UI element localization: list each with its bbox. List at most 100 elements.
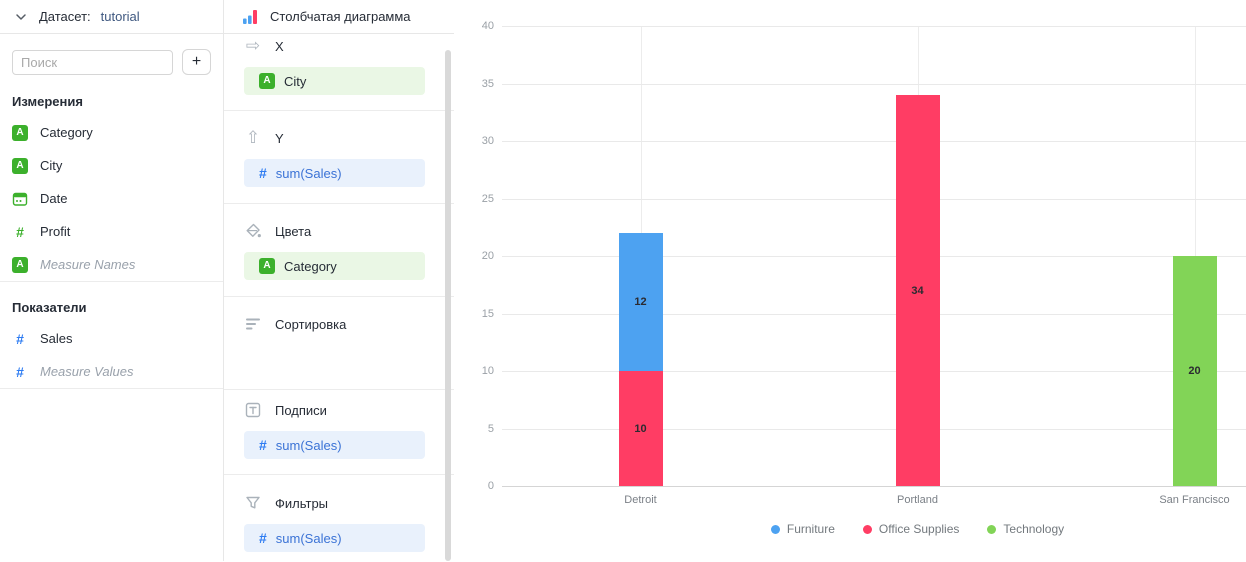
dimensions-title: Измерения — [12, 91, 211, 111]
section-filters: Фильтры # sum(Sales) — [224, 475, 454, 562]
y-axis-icon: ⇧ — [244, 129, 262, 147]
string-type-icon: A — [259, 258, 275, 274]
dataset-panel: Датасет: tutorial + Измерения A Category… — [0, 0, 224, 561]
number-type-icon: # — [259, 437, 267, 453]
section-label: Y — [275, 131, 284, 146]
gridline-horizontal — [502, 371, 1246, 372]
string-field-icon: A — [12, 125, 28, 141]
number-type-icon: # — [259, 165, 267, 181]
field-label: Sales — [40, 331, 73, 346]
y-axis-tick-label: 0 — [454, 480, 494, 492]
dataset-label: Датасет: — [39, 9, 91, 24]
dataset-name-link[interactable]: tutorial — [101, 9, 140, 24]
pill-label: City — [284, 74, 306, 89]
field-row-sales[interactable]: # Sales — [12, 322, 211, 355]
scrollbar[interactable] — [445, 50, 451, 561]
sort-icon — [244, 315, 262, 333]
dataset-panel-body: + Измерения A Category A City Date — [0, 34, 223, 389]
section-sorting: Сортировка — [224, 297, 454, 390]
section-y: ⇧ Y # sum(Sales) — [224, 111, 454, 204]
filter-funnel-icon — [244, 494, 262, 512]
legend-label: Technology — [1003, 522, 1064, 536]
section-label: Сортировка — [275, 317, 346, 332]
column-chart-icon — [242, 9, 258, 25]
field-label: Category — [40, 125, 93, 140]
x-axis-category-label: Portland — [838, 494, 998, 506]
pill-label: sum(Sales) — [276, 531, 342, 546]
legend-dot-icon — [987, 525, 996, 534]
gridline-horizontal — [502, 26, 1246, 27]
chevron-down-icon[interactable] — [13, 9, 29, 25]
y-axis-tick-label: 35 — [454, 78, 494, 90]
field-search-input[interactable] — [12, 50, 173, 75]
field-row-category[interactable]: A Category — [12, 116, 211, 149]
string-field-icon: A — [12, 257, 28, 273]
gridline-horizontal — [502, 256, 1246, 257]
bar-value-label: 34 — [896, 285, 940, 297]
dataset-header: Датасет: tutorial — [0, 0, 223, 34]
bar-value-label: 20 — [1173, 365, 1217, 377]
legend-item[interactable]: Furniture — [771, 522, 835, 536]
x-axis-category-label: San Francisco — [1115, 494, 1246, 506]
section-x: ⇨ X A City — [224, 34, 454, 111]
number-field-icon: # — [12, 331, 28, 347]
chart-config-panel: Столбчатая диаграмма ⇨ X A City ⇧ Y # su… — [224, 0, 454, 561]
legend-label: Office Supplies — [879, 522, 960, 536]
y-axis-tick-label: 5 — [454, 423, 494, 435]
gridline-horizontal — [502, 84, 1246, 85]
date-field-icon — [12, 191, 28, 207]
chart-type-label: Столбчатая диаграмма — [270, 9, 411, 24]
pill-label: sum(Sales) — [276, 438, 342, 453]
field-row-measure-values[interactable]: # Measure Values — [12, 355, 211, 388]
string-field-icon: A — [12, 158, 28, 174]
field-label: Profit — [40, 224, 70, 239]
y-axis-tick-label: 30 — [454, 135, 494, 147]
pill-label: sum(Sales) — [276, 166, 342, 181]
dimensions-list: A Category A City Date # Profit — [12, 116, 211, 281]
field-row-date[interactable]: Date — [12, 182, 211, 215]
legend-item[interactable]: Technology — [987, 522, 1064, 536]
number-field-icon: # — [12, 224, 28, 240]
legend-dot-icon — [771, 525, 780, 534]
y-axis-tick-label: 25 — [454, 193, 494, 205]
legend-item[interactable]: Office Supplies — [863, 522, 960, 536]
section-label: X — [275, 39, 284, 54]
section-colors: Цвета A Category — [224, 204, 454, 297]
y-axis-tick-label: 20 — [454, 250, 494, 262]
gridline-horizontal — [502, 429, 1246, 430]
add-field-button[interactable]: + — [182, 49, 211, 75]
measures-title: Показатели — [12, 297, 211, 317]
section-label: Фильтры — [275, 496, 328, 511]
section-labels: Подписи # sum(Sales) — [224, 390, 454, 475]
field-label: Measure Values — [40, 364, 133, 379]
field-pill-sum-sales[interactable]: # sum(Sales) — [244, 159, 425, 187]
gridline-horizontal — [502, 199, 1246, 200]
field-pill-category[interactable]: A Category — [244, 252, 425, 280]
field-row-city[interactable]: A City — [12, 149, 211, 182]
y-axis-tick-label: 15 — [454, 308, 494, 320]
field-label: City — [40, 158, 62, 173]
x-axis-icon: ⇨ — [244, 37, 262, 55]
bar-value-label: 10 — [619, 423, 663, 435]
field-pill-sum-sales[interactable]: # sum(Sales) — [244, 524, 425, 552]
gridline-horizontal — [502, 141, 1246, 142]
number-field-icon: # — [12, 364, 28, 380]
divider — [0, 388, 223, 389]
text-label-icon — [244, 401, 262, 419]
legend-dot-icon — [863, 525, 872, 534]
chart-legend: Furniture Office Supplies Technology — [502, 520, 1246, 538]
chart-type-header[interactable]: Столбчатая диаграмма — [224, 0, 454, 34]
field-label: Measure Names — [40, 257, 135, 272]
divider — [0, 281, 223, 282]
field-row-measure-names[interactable]: A Measure Names — [12, 248, 211, 281]
section-label: Цвета — [275, 224, 311, 239]
field-pill-sum-sales[interactable]: # sum(Sales) — [244, 431, 425, 459]
x-axis-category-label: Detroit — [561, 494, 721, 506]
bar-value-label: 12 — [619, 296, 663, 308]
legend-label: Furniture — [787, 522, 835, 536]
field-row-profit[interactable]: # Profit — [12, 215, 211, 248]
field-pill-city[interactable]: A City — [244, 67, 425, 95]
string-type-icon: A — [259, 73, 275, 89]
y-axis-tick-label: 10 — [454, 365, 494, 377]
